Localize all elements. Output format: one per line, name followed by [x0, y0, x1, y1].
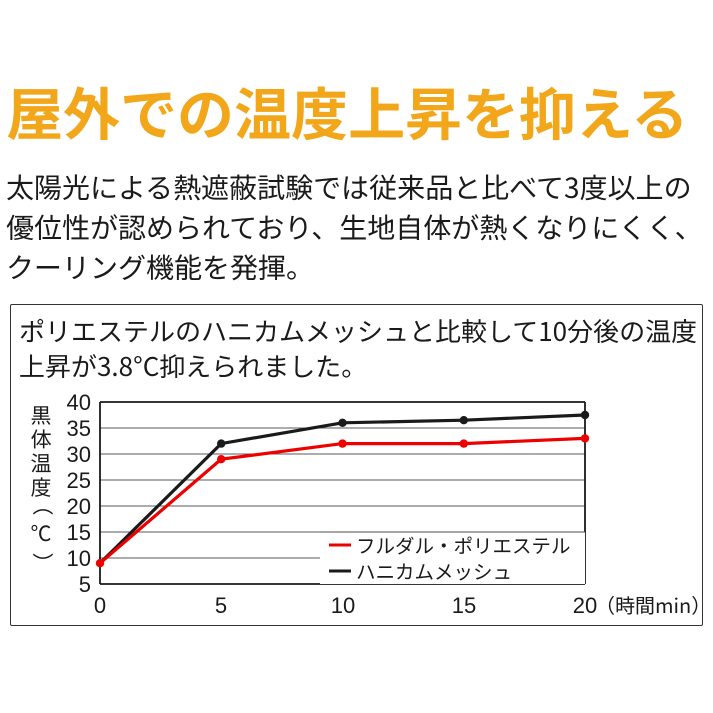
- svg-text:15: 15: [67, 520, 91, 545]
- svg-text:20: 20: [67, 494, 91, 519]
- svg-text:15: 15: [452, 593, 476, 618]
- svg-text:25: 25: [67, 468, 91, 493]
- svg-text:）: ）: [28, 553, 58, 574]
- svg-text:20: 20: [573, 593, 597, 618]
- svg-text:℃: ℃: [31, 518, 52, 548]
- svg-text:10: 10: [331, 593, 355, 618]
- svg-text:ハニカムメッシュ: ハニカムメッシュ: [356, 556, 512, 585]
- svg-text:40: 40: [67, 390, 91, 415]
- svg-text:フルダル・ポリエステル: フルダル・ポリエステル: [356, 530, 571, 559]
- svg-text:0: 0: [94, 593, 106, 618]
- svg-text:（時間min）: （時間min）: [595, 590, 704, 619]
- svg-text:5: 5: [215, 593, 227, 618]
- svg-text:35: 35: [67, 416, 91, 441]
- svg-text:5: 5: [79, 572, 91, 597]
- svg-text:（: （: [28, 495, 58, 516]
- svg-text:10: 10: [67, 546, 91, 571]
- svg-text:30: 30: [67, 442, 91, 467]
